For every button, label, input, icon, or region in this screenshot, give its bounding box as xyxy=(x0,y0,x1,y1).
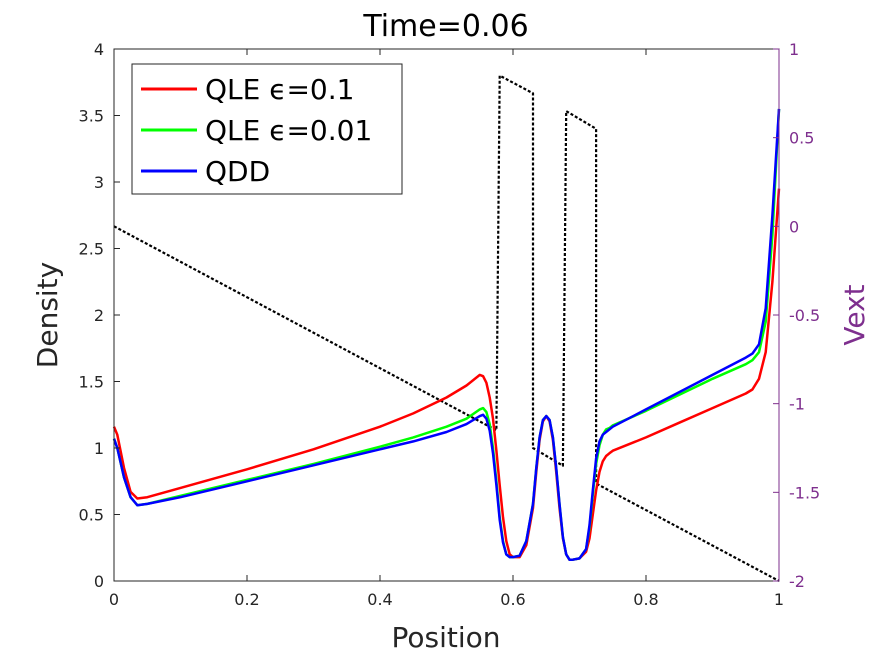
y2-tick-label: -0.5 xyxy=(789,306,820,325)
x-tick-label: 0.8 xyxy=(633,590,658,609)
x-tick-label: 0.4 xyxy=(367,590,392,609)
y2-tick-label: -2 xyxy=(789,572,805,591)
y2-tick-label: 0.5 xyxy=(789,129,814,148)
legend: QLE ϵ=0.1 QLE ϵ=0.01 QDD xyxy=(131,63,403,195)
y2-tick-label: -1 xyxy=(789,395,805,414)
y-tick-label: 0 xyxy=(94,572,104,591)
series-line-density-2 xyxy=(112,108,781,561)
chart-title: Time=0.06 xyxy=(362,9,528,44)
y2-tick-label: -1.5 xyxy=(789,483,820,502)
x-axis-label: Position xyxy=(391,621,500,654)
y2-tick-label: 0 xyxy=(789,217,799,236)
series-line-vext xyxy=(113,74,780,582)
y-axis-left: 0 0.5 1 1.5 2 2.5 3 3.5 4 xyxy=(79,40,120,591)
plot-area xyxy=(112,74,781,582)
y-tick-label: 3 xyxy=(94,173,104,192)
y-tick-label: 1 xyxy=(94,439,104,458)
legend-label: QDD xyxy=(205,155,270,188)
x-tick-label: 0.6 xyxy=(500,590,525,609)
y-tick-label: 2.5 xyxy=(79,240,104,259)
y2-tick-label: 1 xyxy=(789,40,799,59)
y-axis-right: -2 -1.5 -1 -0.5 0 0.5 1 xyxy=(773,40,820,591)
y2-axis-label: Vext xyxy=(838,284,871,345)
y-tick-label: 1.5 xyxy=(79,373,104,392)
y-tick-label: 2 xyxy=(94,306,104,325)
x-tick-label: 0 xyxy=(109,590,119,609)
x-tick-label: 0.2 xyxy=(234,590,259,609)
legend-label: QLE ϵ=0.1 xyxy=(205,73,354,106)
y-tick-label: 3.5 xyxy=(79,107,104,126)
legend-label: QLE ϵ=0.01 xyxy=(205,114,372,147)
y-axis-label: Density xyxy=(31,262,64,368)
y-tick-label: 0.5 xyxy=(79,506,104,525)
y-tick-label: 4 xyxy=(94,40,104,59)
series-line-density-0 xyxy=(112,188,781,561)
x-tick-label: 1 xyxy=(774,590,784,609)
